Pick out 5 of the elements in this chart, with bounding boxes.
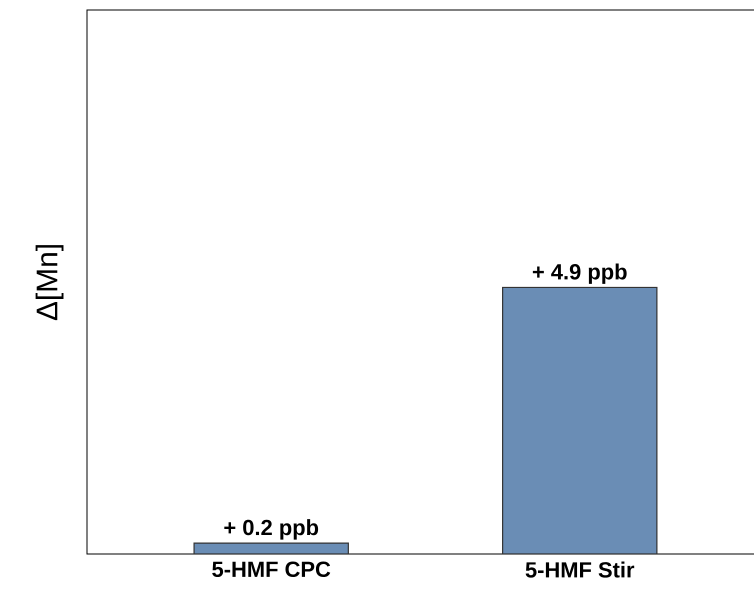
x-tick-label: 5-HMF CPC — [212, 562, 330, 578]
y-axis-title: Δ[Mn] — [36, 245, 64, 320]
data-label: + 0.2 ppb — [224, 519, 318, 540]
data-label: + 4.9 ppb — [532, 263, 627, 284]
x-tick-label: 5-HMF Stir — [526, 562, 634, 578]
